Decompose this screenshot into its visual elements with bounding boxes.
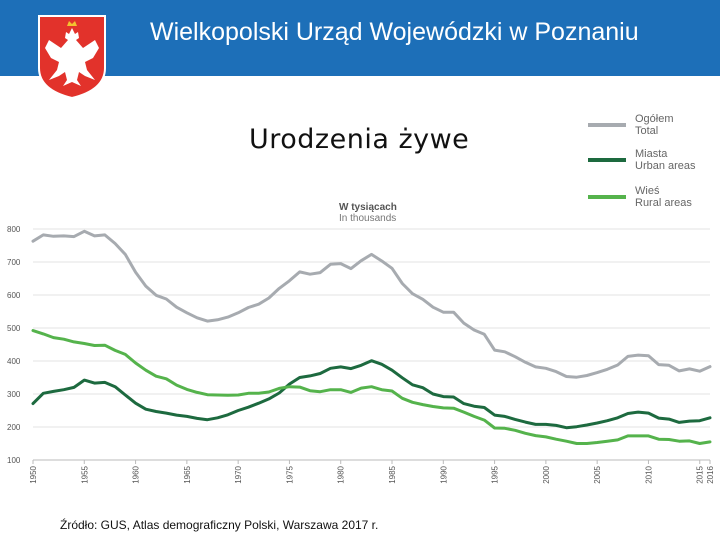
polish-eagle-crest-icon — [38, 15, 106, 100]
legend-item-urban: Miasta Urban areas — [588, 148, 718, 180]
y-tick-label-300: 300 — [7, 390, 21, 399]
x-tick-label-2005: 2005 — [593, 465, 602, 483]
y-axis-ticks: 100 200 300 400 500 600 700 800 — [7, 225, 21, 465]
x-tick-label-1985: 1985 — [388, 465, 397, 483]
legend-label-total-en: Total — [635, 125, 659, 137]
y-tick-label-700: 700 — [7, 258, 21, 267]
source-note: Źródło: GUS, Atlas demograficzny Polski,… — [60, 518, 379, 532]
legend-swatch-urban — [588, 158, 626, 162]
legend-label-urban-pl: Miasta — [635, 148, 668, 160]
legend-label-total-pl: Ogółem — [635, 113, 674, 125]
slide-title: Urodzenia żywe — [249, 124, 470, 155]
legend-item-rural: Wieś Rural areas — [588, 185, 718, 217]
x-tick-label-1950: 1950 — [29, 465, 38, 483]
legend-swatch-rural — [588, 195, 626, 199]
y-tick-label-200: 200 — [7, 423, 21, 432]
x-tick-label-2016: 2016 — [706, 465, 715, 483]
legend-label-rural-pl: Wieś — [635, 185, 660, 197]
series-line-urban — [31, 359, 712, 430]
header-title: Wielkopolski Urząd Wojewódzki w Poznaniu — [150, 18, 639, 46]
x-tick-label-1975: 1975 — [285, 465, 294, 483]
chart-unit-label-en: In thousands — [339, 213, 396, 224]
series-line-rural — [31, 329, 712, 445]
chart-series — [31, 229, 712, 445]
x-tick-label-1990: 1990 — [439, 465, 448, 483]
legend-swatch-total — [588, 123, 626, 127]
x-tick-label-1955: 1955 — [80, 465, 89, 483]
chart-legend: Ogółem Total Miasta Urban areas Wieś Rur… — [588, 113, 718, 218]
x-tick-label-1980: 1980 — [337, 465, 346, 483]
chart-unit-label-pl: W tysiącach — [339, 202, 397, 213]
y-tick-label-600: 600 — [7, 291, 21, 300]
y-tick-label-400: 400 — [7, 357, 21, 366]
chart-grid — [33, 228, 710, 461]
legend-label-rural-en: Rural areas — [635, 197, 692, 209]
y-tick-label-100: 100 — [7, 456, 21, 465]
x-tick-label-2015: 2015 — [696, 465, 705, 483]
series-line-total — [31, 229, 712, 379]
legend-item-total: Ogółem Total — [588, 113, 718, 145]
y-tick-label-800: 800 — [7, 225, 21, 234]
x-tick-label-1970: 1970 — [234, 465, 243, 483]
legend-label-urban-en: Urban areas — [635, 160, 696, 172]
x-tick-label-2010: 2010 — [644, 465, 653, 483]
x-tick-label-1995: 1995 — [491, 465, 500, 483]
x-tick-label-1960: 1960 — [132, 465, 141, 483]
x-tick-label-2000: 2000 — [542, 465, 551, 483]
x-axis-ticks: 1950 1955 1960 1965 1970 1975 1980 1985 1990 1995… — [29, 460, 715, 484]
x-tick-label-1965: 1965 — [183, 465, 192, 483]
header-bar — [0, 0, 720, 76]
births-line-chart: 100 200 300 400 500 600 700 800 1950 1955 1960 196… — [7, 202, 715, 484]
y-tick-label-500: 500 — [7, 324, 21, 333]
